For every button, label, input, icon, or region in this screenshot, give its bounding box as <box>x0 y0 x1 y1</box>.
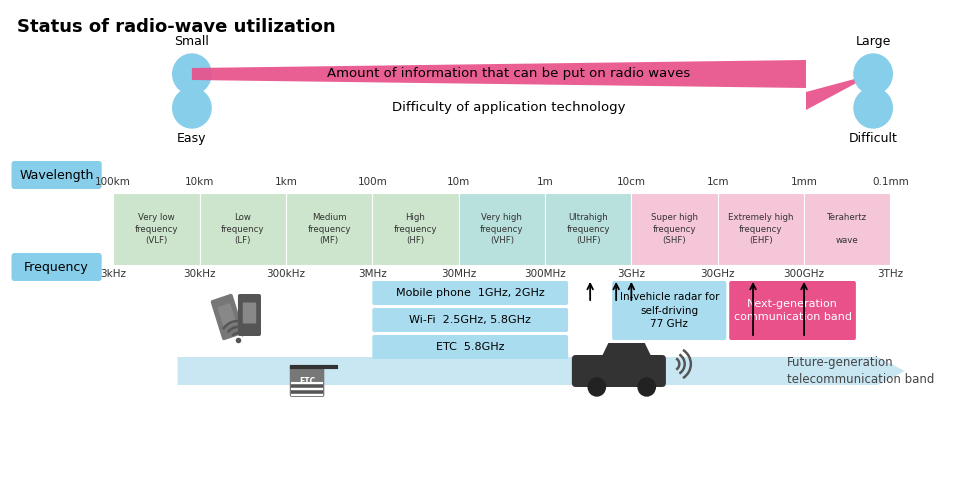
Circle shape <box>854 54 893 94</box>
FancyBboxPatch shape <box>290 365 324 397</box>
Text: 10m: 10m <box>447 177 470 187</box>
Text: Status of radio-wave utilization: Status of radio-wave utilization <box>17 18 336 36</box>
FancyBboxPatch shape <box>372 281 568 305</box>
Circle shape <box>588 378 606 396</box>
Polygon shape <box>192 60 874 110</box>
Bar <box>545 193 632 265</box>
Bar <box>200 193 286 265</box>
Text: 10cm: 10cm <box>617 177 646 187</box>
Text: Wavelength: Wavelength <box>19 168 94 181</box>
Text: Amount of information that can be put on radio waves: Amount of information that can be put on… <box>327 68 690 80</box>
Text: Extremely high
frequency
(EHF): Extremely high frequency (EHF) <box>728 214 794 244</box>
Bar <box>718 193 804 265</box>
Bar <box>459 193 545 265</box>
Text: 3GHz: 3GHz <box>617 269 645 279</box>
FancyBboxPatch shape <box>210 294 244 340</box>
Text: Mobile phone  1GHz, 2GHz: Mobile phone 1GHz, 2GHz <box>396 288 544 298</box>
Text: In-vehicle radar for
self-driving
77 GHz: In-vehicle radar for self-driving 77 GHz <box>619 292 719 328</box>
Text: Difficult: Difficult <box>849 132 898 145</box>
Text: 100km: 100km <box>95 177 132 187</box>
Text: 30MHz: 30MHz <box>441 269 476 279</box>
Text: Medium
frequency
(MF): Medium frequency (MF) <box>307 214 350 244</box>
Text: Large: Large <box>855 35 891 48</box>
FancyArrow shape <box>178 357 905 385</box>
FancyBboxPatch shape <box>730 281 856 340</box>
Text: Next-generation
communication band: Next-generation communication band <box>733 299 852 322</box>
Text: 1cm: 1cm <box>707 177 729 187</box>
Text: High
frequency
(HF): High frequency (HF) <box>394 214 437 244</box>
Bar <box>286 193 372 265</box>
Text: Difficulty of application technology: Difficulty of application technology <box>392 102 625 114</box>
Text: Low
frequency
(LF): Low frequency (LF) <box>221 214 265 244</box>
Text: 300kHz: 300kHz <box>267 269 305 279</box>
Text: 3kHz: 3kHz <box>100 269 126 279</box>
Text: 300GHz: 300GHz <box>783 269 825 279</box>
Text: Future-generation
telecommunication band: Future-generation telecommunication band <box>787 356 934 386</box>
FancyBboxPatch shape <box>12 253 102 281</box>
FancyBboxPatch shape <box>218 303 236 327</box>
FancyBboxPatch shape <box>243 302 256 324</box>
Text: Ultrahigh
frequency
(UHF): Ultrahigh frequency (UHF) <box>566 214 610 244</box>
Text: Easy: Easy <box>178 132 206 145</box>
Circle shape <box>638 378 656 396</box>
Text: 3THz: 3THz <box>877 269 903 279</box>
Text: 1km: 1km <box>275 177 298 187</box>
Text: 30kHz: 30kHz <box>183 269 216 279</box>
Bar <box>804 193 891 265</box>
Text: 1mm: 1mm <box>791 177 818 187</box>
Text: 300MHz: 300MHz <box>524 269 565 279</box>
Text: 100m: 100m <box>357 177 387 187</box>
Text: 3MHz: 3MHz <box>358 269 387 279</box>
FancyBboxPatch shape <box>372 335 568 359</box>
Circle shape <box>173 54 211 94</box>
FancyBboxPatch shape <box>572 355 666 387</box>
Text: 1m: 1m <box>537 177 553 187</box>
Circle shape <box>854 88 893 128</box>
Text: Super high
frequency
(SHF): Super high frequency (SHF) <box>651 214 698 244</box>
Text: Very low
frequency
(VLF): Very low frequency (VLF) <box>134 214 179 244</box>
FancyBboxPatch shape <box>12 161 102 189</box>
Circle shape <box>173 88 211 128</box>
FancyBboxPatch shape <box>372 308 568 332</box>
Text: 0.1mm: 0.1mm <box>872 177 909 187</box>
Text: ETC: ETC <box>299 378 315 386</box>
Polygon shape <box>601 343 653 359</box>
Text: Frequency: Frequency <box>24 260 89 274</box>
Bar <box>372 193 459 265</box>
Text: Very high
frequency
(VHF): Very high frequency (VHF) <box>480 214 523 244</box>
Text: 10km: 10km <box>185 177 214 187</box>
Bar <box>632 193 718 265</box>
FancyBboxPatch shape <box>612 281 727 340</box>
Text: Terahertz

wave: Terahertz wave <box>828 214 867 244</box>
Text: ETC  5.8GHz: ETC 5.8GHz <box>436 342 504 352</box>
Text: Small: Small <box>175 35 209 48</box>
Text: Wi-Fi  2.5GHz, 5.8GHz: Wi-Fi 2.5GHz, 5.8GHz <box>409 315 531 325</box>
FancyBboxPatch shape <box>238 294 261 336</box>
Bar <box>113 193 200 265</box>
Text: 30GHz: 30GHz <box>701 269 735 279</box>
